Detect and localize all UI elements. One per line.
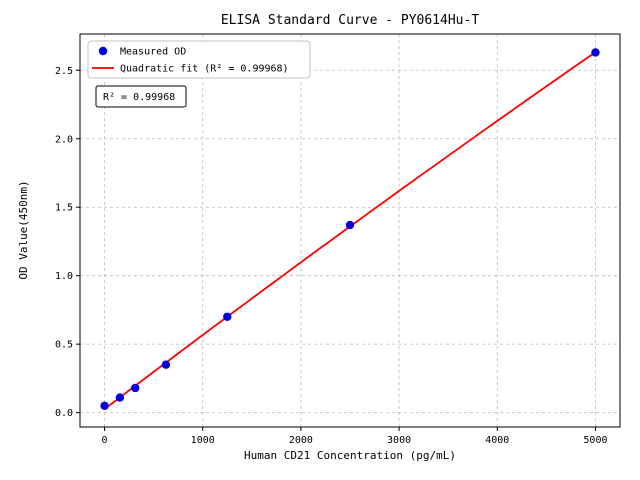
y-tick-label: 2.5: [55, 66, 73, 77]
data-point: [591, 48, 600, 57]
legend-label-measured-od: Measured OD: [120, 47, 186, 58]
legend-box: [87, 40, 311, 79]
y-tick-label: 1.5: [55, 203, 73, 214]
data-point: [115, 393, 125, 402]
r-squared-annotation-text: R² = 0.99968: [103, 92, 175, 103]
measured-od-points: [100, 48, 600, 410]
data-point: [223, 312, 232, 321]
legend: Measured OD Quadratic fit (R² = 0.99968): [87, 40, 311, 79]
r-squared-annotation: R² = 0.99968: [95, 85, 187, 108]
legend-marker-measured-od: [98, 46, 108, 56]
data-point: [131, 383, 140, 393]
legend-label-quadratic-fit: Quadratic fit (R² = 0.99968): [120, 64, 289, 75]
x-tick-label: 3000: [387, 435, 411, 446]
y-tick-label: 2.0: [55, 134, 73, 145]
x-tick-label: 0: [102, 435, 108, 446]
x-axis-label: Human CD21 Concentration (pg/mL): [244, 449, 456, 462]
x-tick-label: 4000: [485, 435, 509, 446]
x-tick-label: 5000: [583, 435, 607, 446]
r-squared-annotation-box: [95, 85, 187, 108]
y-tick-label: 1.0: [55, 271, 73, 282]
y-tick-label: 0.5: [55, 340, 73, 351]
x-axis-ticks: 0 1000 2000 3000 4000 5000: [102, 427, 608, 446]
y-axis-label: OD Value(450nm): [17, 180, 30, 279]
chart-title: ELISA Standard Curve - PY0614Hu-T: [221, 13, 479, 28]
data-point: [161, 360, 171, 369]
data-point: [345, 220, 355, 230]
y-axis-ticks: 0.0 0.5 1.0 1.5 2.0 2.5: [55, 66, 80, 419]
axes-frame: [79, 33, 621, 428]
x-tick-label: 2000: [289, 435, 313, 446]
y-tick-label: 0.0: [55, 408, 73, 419]
data-point: [100, 401, 109, 410]
x-tick-label: 1000: [191, 435, 215, 446]
